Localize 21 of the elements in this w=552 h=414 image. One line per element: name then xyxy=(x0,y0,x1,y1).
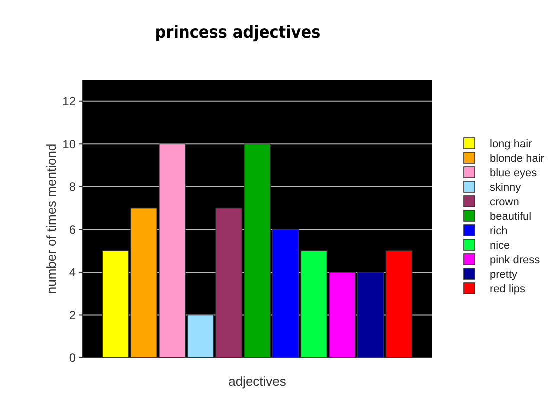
legend-label: blue eyes xyxy=(490,167,538,180)
legend-label: pretty xyxy=(490,268,518,281)
legend-label: red lips xyxy=(490,283,526,296)
chart-title: princess adjectives xyxy=(155,23,321,43)
legend-label: blonde hair xyxy=(490,152,545,165)
legend-label: skinny xyxy=(490,182,522,194)
legend-label: crown xyxy=(490,196,520,208)
y-tick-label: 4 xyxy=(69,266,76,280)
y-tick-label: 10 xyxy=(62,137,76,152)
legend-label: rich xyxy=(490,225,508,238)
legend-label: pink dress xyxy=(490,254,541,266)
y-tick-label: 2 xyxy=(69,308,76,322)
y-tick-label: 6 xyxy=(69,222,76,237)
y-tick-label: 8 xyxy=(69,180,76,194)
legend-label: long hair xyxy=(490,138,533,150)
y-axis-title: number of times mentiond xyxy=(44,144,59,294)
legend-label: beautiful xyxy=(490,210,532,223)
y-tick-label: 0 xyxy=(69,351,76,366)
legend-label: nice xyxy=(490,240,510,252)
x-axis-title: adjectives xyxy=(228,374,287,389)
y-tick-label: 12 xyxy=(62,94,76,109)
